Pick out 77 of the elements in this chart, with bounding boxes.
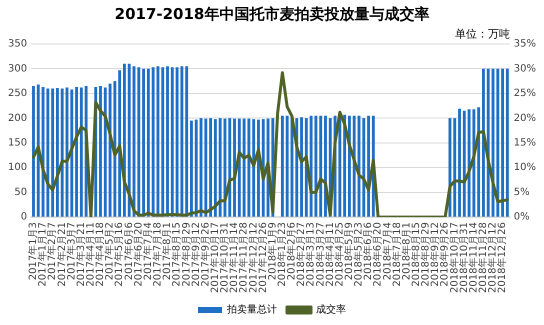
- y2-tick-label: 25%: [514, 88, 536, 100]
- bar: [314, 116, 318, 217]
- x-tick-label: 2017年8月29: [180, 222, 192, 287]
- bar: [108, 84, 112, 217]
- bar: [300, 117, 303, 217]
- y-tick-label: 100: [8, 162, 28, 174]
- x-tick-label: 2018年4月11: [324, 222, 336, 287]
- x-tick-label: 2018年9月26: [438, 222, 451, 287]
- bar: [42, 87, 44, 217]
- x-tick-label: 2017年5月16: [113, 222, 126, 287]
- bar: [200, 118, 202, 217]
- bar: [506, 68, 509, 217]
- x-tick-label: 2017年6月6: [122, 222, 135, 280]
- y2-tick-label: 0%: [514, 212, 530, 223]
- x-tick-label: 2017年9月26: [199, 222, 212, 287]
- bar: [224, 118, 226, 217]
- bar: [501, 68, 504, 217]
- x-tick-label: 2017年3月21: [74, 222, 87, 287]
- bar: [132, 66, 136, 217]
- x-tick-label: 2018年6月20: [372, 222, 384, 287]
- y2-tick-label: 35%: [514, 38, 536, 50]
- y-tick-label: 250: [8, 88, 28, 100]
- y-tick-label: 50: [14, 186, 28, 198]
- y-tick-label: 200: [8, 112, 28, 124]
- x-tick-label: 2018年3月27: [314, 222, 326, 287]
- x-tick-label: 2018年4月25: [333, 222, 346, 287]
- x-tick-label: 2018年7月4: [381, 222, 394, 280]
- bar: [492, 68, 494, 217]
- x-tick-label: 2017年3月7: [65, 222, 78, 280]
- x-tick-label: 2017年12月12: [247, 222, 260, 294]
- y2-tick-label: 10%: [514, 162, 536, 174]
- bar: [56, 88, 59, 217]
- bar: [233, 118, 236, 217]
- x-tick-label: 2017年10月17: [208, 222, 221, 294]
- bar: [290, 116, 294, 217]
- x-tick-label: 2017年11月28: [238, 222, 250, 294]
- x-tick-label: 2018年3月13: [304, 222, 317, 287]
- x-tick-label: 2018年8月1: [400, 222, 412, 280]
- bar: [75, 87, 78, 217]
- x-tick-label: 2018年10月17: [448, 222, 460, 294]
- legend-label: 拍卖量总计: [226, 304, 277, 316]
- x-tick-label: 2018年1月23: [276, 222, 288, 287]
- y-tick-label: 0: [20, 212, 28, 223]
- y2-tick-label: 15%: [514, 138, 536, 149]
- x-tick-label: 2018年11月14: [467, 222, 480, 294]
- y-tick-label: 150: [8, 138, 28, 149]
- bar: [209, 118, 212, 217]
- bar: [458, 108, 461, 217]
- y2-tick-label: 30%: [514, 63, 536, 74]
- bar: [32, 86, 35, 217]
- bar: [468, 109, 471, 217]
- y-tick-label: 300: [8, 63, 28, 74]
- bar: [66, 88, 68, 217]
- bar: [482, 68, 485, 217]
- bar: [190, 120, 193, 217]
- legend-label: 成交率: [316, 304, 346, 316]
- text: 单位：万吨: [454, 27, 510, 40]
- bar: [122, 64, 126, 217]
- x-tick-label: 2017年7月4: [142, 222, 154, 280]
- x-tick-label: 2017年2月7: [46, 222, 58, 280]
- bar: [166, 66, 169, 217]
- x-tick-label: 2018年1月9: [266, 222, 278, 280]
- bar: [176, 67, 179, 217]
- y-tick-label: 350: [8, 38, 28, 50]
- x-tick-label: 2017年8月15: [170, 222, 183, 287]
- x-tick-label: 2017年9月12: [190, 222, 202, 287]
- x-tick-label: 2018年10月31: [458, 222, 470, 294]
- y2-tick-label: 20%: [514, 112, 536, 124]
- bar: [99, 86, 102, 217]
- bar: [358, 116, 360, 217]
- chart-title: 2017-2018年中国托市麦拍卖投放量与成交率: [114, 4, 430, 23]
- x-tick-label: 2018年7月18: [390, 222, 403, 287]
- x-tick-label: 2017年12月26: [256, 222, 269, 294]
- x-tick-label: 2017年6月20: [132, 222, 144, 287]
- y2-tick-label: 5%: [514, 186, 530, 198]
- x-tick-label: 2018年12月26: [496, 222, 508, 294]
- x-tick-label: 2017年2月21: [56, 222, 68, 287]
